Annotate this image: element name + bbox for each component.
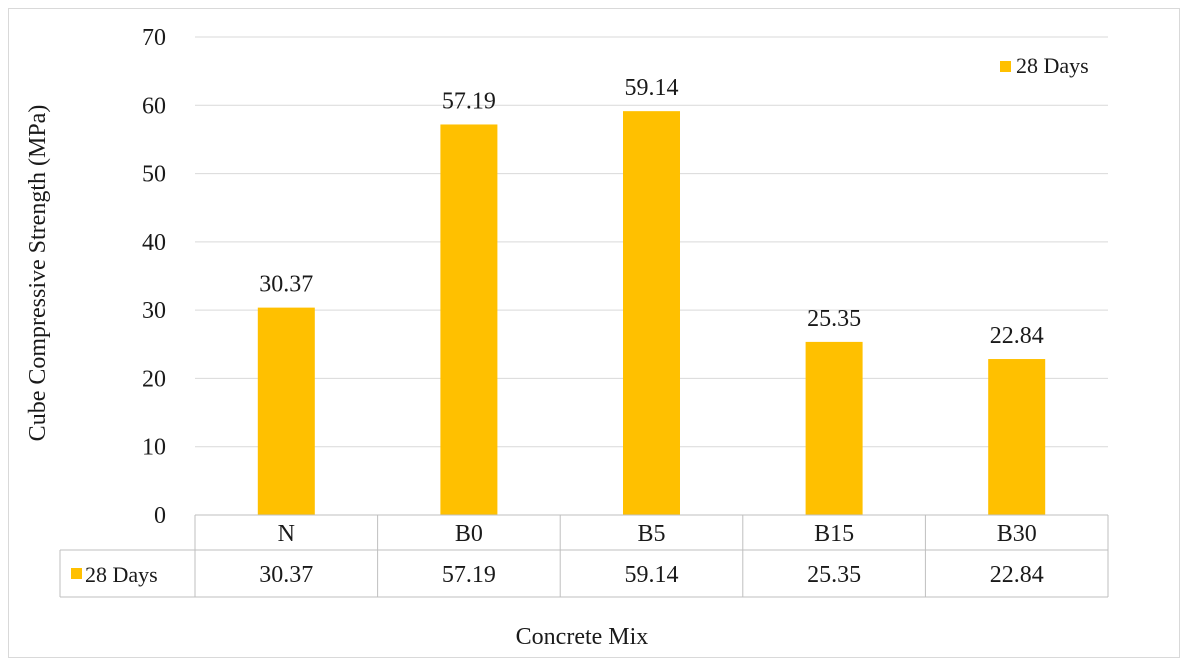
legend-label: 28 Days [1016,53,1089,78]
y-tick-label: 70 [142,25,166,51]
bar [988,359,1046,515]
table-cell-value: 22.84 [990,562,1044,588]
bar [257,307,315,515]
y-tick-labels: 0 10 20 30 40 50 60 70 [142,25,166,529]
y-axis-label: Cube Compressive Strength (MPa) [25,105,51,442]
bar [805,341,863,515]
data-label: 59.14 [625,75,679,101]
x-axis-label: Concrete Mix [516,624,649,650]
y-tick-label: 30 [142,298,166,324]
x-tick-label: B5 [637,521,665,547]
bars [257,111,1046,515]
data-table: N 30.37 B0 57.19 B5 59.14 B15 25.35 B30 22.84 28 D… [59,514,1109,598]
x-tick-label: B15 [814,521,854,547]
x-tick-label: B0 [455,521,483,547]
data-label: 25.35 [807,306,861,332]
data-label: 22.84 [990,323,1044,349]
bar [623,111,680,515]
y-tick-label: 50 [142,162,166,188]
x-tick-label: B30 [997,521,1037,547]
legend: 28 Days [1000,53,1089,78]
y-tick-label: 60 [142,93,166,119]
data-labels: 30.37 57.19 59.14 25.35 22.84 [259,75,1043,349]
table-series-label: 28 Days [85,562,158,587]
table-cell-value: 59.14 [625,562,679,588]
y-tick-label: 20 [142,366,166,392]
table-legend-swatch [71,568,82,579]
y-tick-label: 0 [154,503,166,529]
data-label: 30.37 [259,272,313,298]
y-tick-label: 40 [142,230,166,256]
table-cell-value: 30.37 [259,562,313,588]
table-cell-value: 57.19 [442,562,496,588]
data-label: 57.19 [442,88,496,114]
table-cell-value: 25.35 [807,562,861,588]
legend-swatch [1000,61,1011,72]
y-tick-label: 10 [142,435,166,461]
x-tick-label: N [278,521,295,547]
bar [440,124,498,515]
